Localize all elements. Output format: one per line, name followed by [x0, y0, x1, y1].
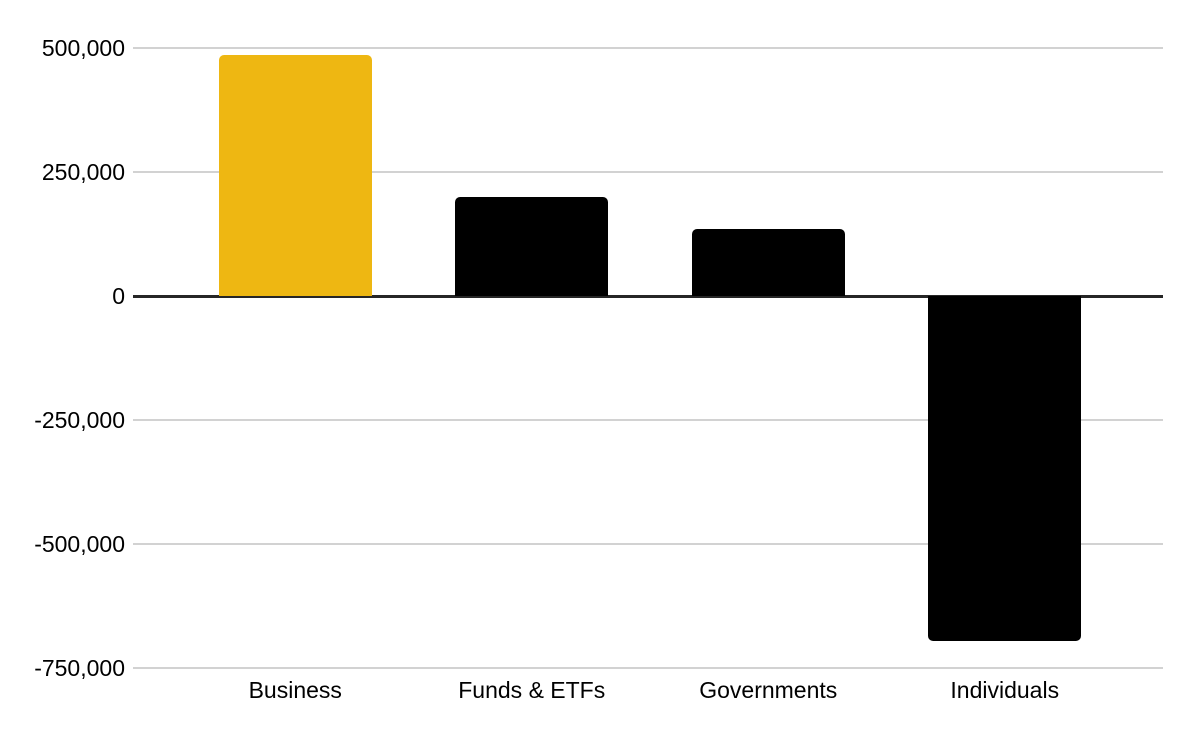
bar-funds-etfs	[455, 196, 609, 296]
y-gridline	[133, 543, 1163, 545]
x-axis-category-label: Business	[248, 677, 342, 703]
x-axis-category-label: Governments	[699, 677, 838, 703]
y-axis-tick-label: -500,000	[34, 531, 125, 557]
y-axis-tick-label: -750,000	[34, 655, 125, 681]
zero-axis-line	[133, 295, 1163, 298]
x-axis-category-label: Funds & ETFs	[458, 677, 606, 703]
y-gridline	[133, 419, 1163, 421]
bar-individuals	[928, 296, 1082, 641]
y-axis-tick-label: -250,000	[34, 407, 125, 433]
y-axis-tick-label: 500,000	[41, 35, 125, 61]
y-axis-tick-label: 250,000	[41, 159, 125, 185]
y-gridline	[133, 171, 1163, 173]
bar-governments	[691, 229, 845, 296]
x-axis-category-label: Individuals	[950, 677, 1060, 703]
y-gridline	[133, 667, 1163, 669]
bar-business	[218, 55, 372, 296]
y-axis-tick-label: 0	[112, 283, 125, 309]
y-gridline	[133, 47, 1163, 49]
